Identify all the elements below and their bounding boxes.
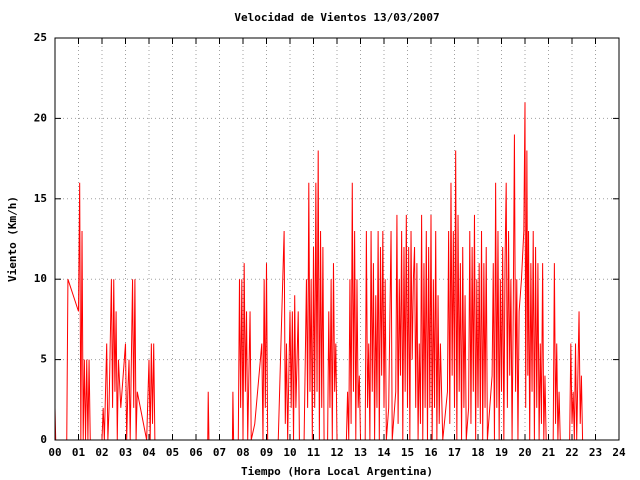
x-tick-label: 15 (401, 446, 414, 459)
wind-line (54, 102, 584, 441)
x-tick-label: 03 (119, 446, 132, 459)
x-tick-label: 14 (377, 446, 391, 459)
x-tick-label: 22 (565, 446, 578, 459)
y-tick-label: 0 (40, 433, 47, 446)
y-tick-label: 15 (34, 192, 47, 205)
x-tick-label: 21 (542, 446, 556, 459)
y-axis-label: Viento (Km/h) (6, 196, 19, 282)
x-axis-label: Tiempo (Hora Local Argentina) (241, 465, 433, 478)
x-tick-label: 19 (495, 446, 508, 459)
x-tick-label: 13 (354, 446, 367, 459)
x-tick-label: 11 (307, 446, 321, 459)
x-tick-label: 00 (48, 446, 61, 459)
x-tick-label: 02 (95, 446, 108, 459)
x-tick-label: 16 (424, 446, 438, 459)
y-tick-label: 10 (34, 272, 47, 285)
x-tick-label: 07 (213, 446, 226, 459)
x-tick-label: 18 (471, 446, 484, 459)
y-tick-label: 5 (40, 353, 47, 366)
y-tick-label: 25 (34, 31, 47, 44)
plot-border (54, 37, 620, 441)
x-tick-label: 20 (518, 446, 531, 459)
x-tick-label: 24 (612, 446, 626, 459)
y-tick-label: 20 (34, 111, 47, 124)
x-tick-label: 09 (260, 446, 273, 459)
x-tick-label: 17 (448, 446, 461, 459)
x-tick-label: 01 (72, 446, 86, 459)
x-tick-label: 06 (189, 446, 203, 459)
x-tick-label: 08 (236, 446, 249, 459)
x-tick-label: 12 (330, 446, 343, 459)
x-tick-label: 05 (166, 446, 179, 459)
x-tick-label: 10 (283, 446, 296, 459)
x-tick-label: 04 (142, 446, 156, 459)
chart-title: Velocidad de Vientos 13/03/2007 (234, 11, 439, 24)
x-tick-label: 23 (589, 446, 602, 459)
